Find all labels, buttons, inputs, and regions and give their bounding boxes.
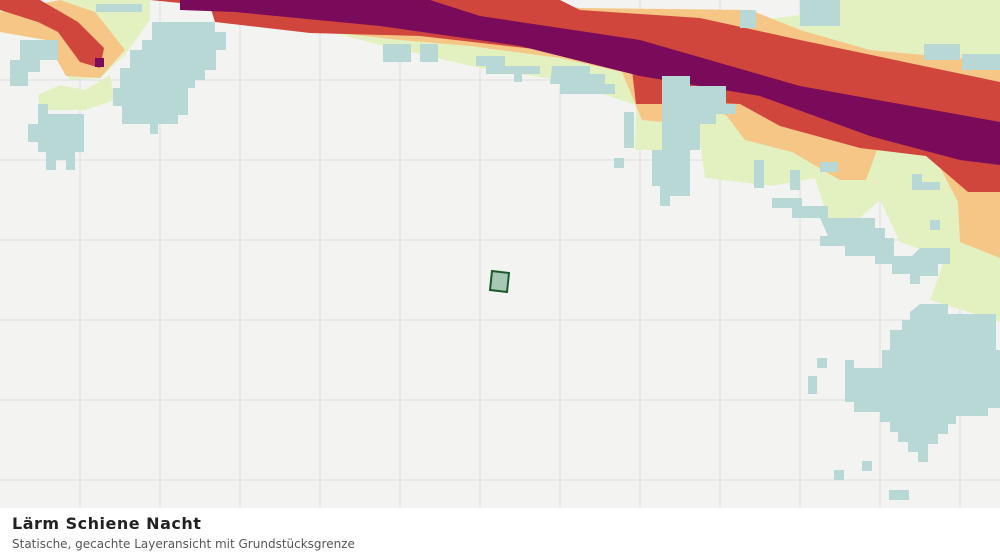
area-patch bbox=[820, 218, 950, 284]
area-patch bbox=[740, 10, 756, 28]
area-patch bbox=[920, 182, 940, 190]
noise-zone-high bbox=[0, 0, 104, 68]
area-patch bbox=[808, 376, 817, 394]
area-patch bbox=[889, 490, 909, 500]
noise-zone-very-high bbox=[95, 58, 104, 67]
area-patch bbox=[962, 54, 1000, 70]
area-patch bbox=[845, 304, 1000, 462]
area-patch bbox=[550, 66, 615, 94]
noise-zone-very-high bbox=[180, 0, 1000, 165]
area-patch bbox=[912, 174, 922, 190]
area-patch bbox=[96, 4, 142, 12]
area-patch bbox=[383, 44, 411, 62]
area-patch bbox=[420, 44, 438, 62]
area-patch bbox=[10, 40, 58, 86]
area-patch bbox=[790, 170, 800, 190]
map-title: Lärm Schiene Nacht bbox=[12, 514, 202, 533]
footer: Lärm Schiene Nacht Statische, gecachte L… bbox=[0, 508, 1000, 560]
map-subtitle: Statische, gecachte Layeransicht mit Gru… bbox=[12, 537, 355, 551]
area-patch bbox=[820, 162, 838, 172]
parcel-boundary[interactable] bbox=[488, 269, 511, 294]
area-patch bbox=[924, 44, 960, 60]
area-patch bbox=[754, 160, 764, 188]
area-patch bbox=[792, 206, 828, 218]
area-patch bbox=[476, 56, 540, 82]
area-patch bbox=[800, 0, 840, 26]
area-patch bbox=[930, 220, 940, 230]
area-patch bbox=[614, 158, 624, 168]
area-patch bbox=[817, 358, 827, 368]
map bbox=[0, 0, 1000, 508]
area-patch bbox=[652, 76, 736, 206]
area-patch bbox=[624, 112, 634, 148]
area-patch bbox=[772, 198, 802, 208]
area-patch bbox=[113, 22, 226, 134]
area-patch bbox=[862, 461, 872, 471]
noise-zone-low bbox=[38, 75, 115, 110]
area-patch bbox=[834, 470, 844, 480]
area-patch bbox=[28, 104, 84, 170]
noise-zone-high bbox=[150, 0, 1000, 192]
